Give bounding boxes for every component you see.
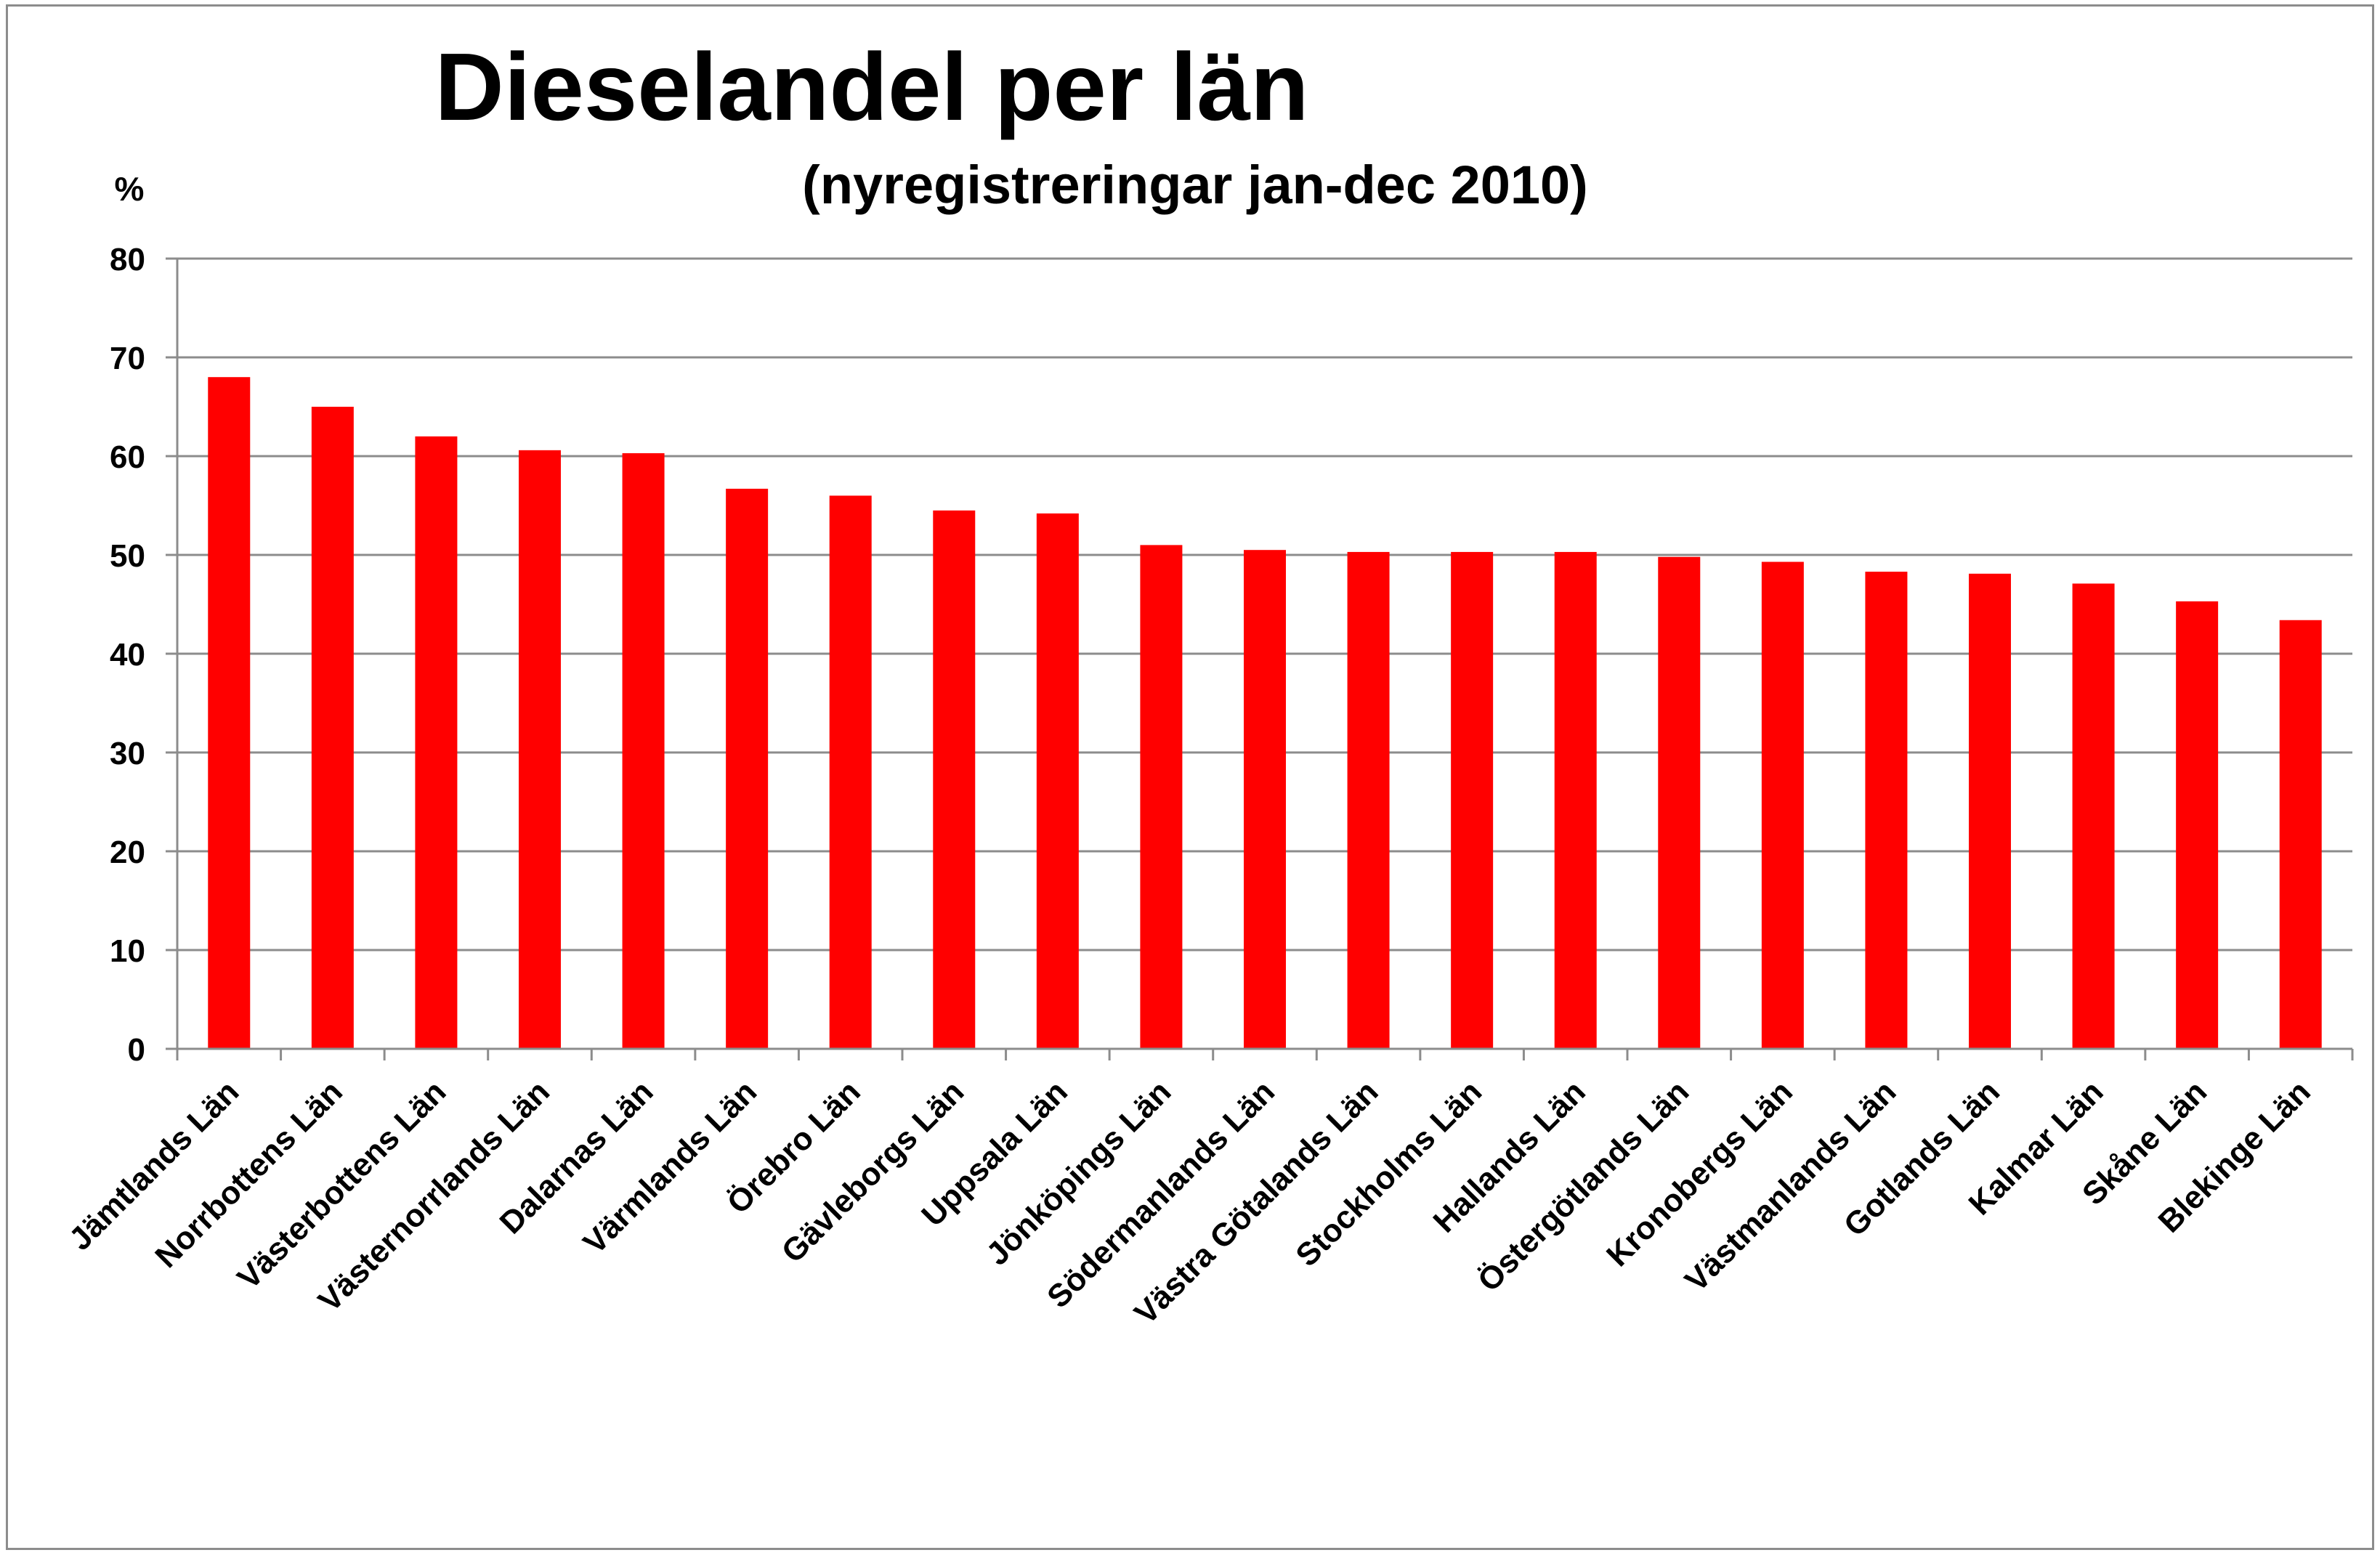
bar [415,436,458,1049]
x-tick-label: Gävleborgs Län [775,1074,971,1270]
y-tick-label: 50 [110,538,145,574]
y-tick-label: 30 [110,736,145,771]
bar [1554,551,1597,1049]
bar [2176,601,2219,1049]
bar [311,407,354,1049]
y-tick-label: 10 [110,933,145,969]
y-tick-label: 80 [110,242,145,277]
axes [166,257,2354,1060]
y-tick-labels: 0 10 20 30 40 50 60 70 80 [110,242,145,1068]
bar [2279,620,2322,1049]
bar [622,453,665,1049]
x-tick-label: Värmlands Län [577,1074,764,1261]
bar [726,488,769,1049]
x-tick-label: Kronobergs Län [1600,1074,1800,1273]
bar [1658,556,1701,1049]
x-tick-label: Norrbottens Län [148,1074,349,1275]
bars [208,377,2322,1049]
y-tick-label: 40 [110,637,145,673]
bar [208,377,251,1049]
bar [933,510,976,1049]
y-axis-unit-label: % [115,170,145,208]
x-tick-label: Jönköpings Län [979,1074,1178,1272]
bar [1036,513,1079,1049]
chart-subtitle: (nyregistreringar jan-dec 2010) [802,155,1588,215]
bar [519,450,561,1049]
bar [1865,572,1908,1049]
bar [1451,551,1494,1049]
bar [1347,551,1390,1049]
bar [1761,561,1804,1049]
y-tick-label: 20 [110,835,145,870]
bar [829,495,872,1049]
bar [2072,583,2115,1049]
chart-title: Dieselandel per län [434,33,1308,140]
y-tick-label: 0 [128,1032,145,1068]
y-tick-label: 60 [110,439,145,475]
y-tick-label: 70 [110,341,145,376]
bar [1140,545,1183,1049]
bar [1969,573,2011,1049]
x-tick-label: Stockholms Län [1289,1074,1489,1273]
bar [1244,550,1286,1049]
